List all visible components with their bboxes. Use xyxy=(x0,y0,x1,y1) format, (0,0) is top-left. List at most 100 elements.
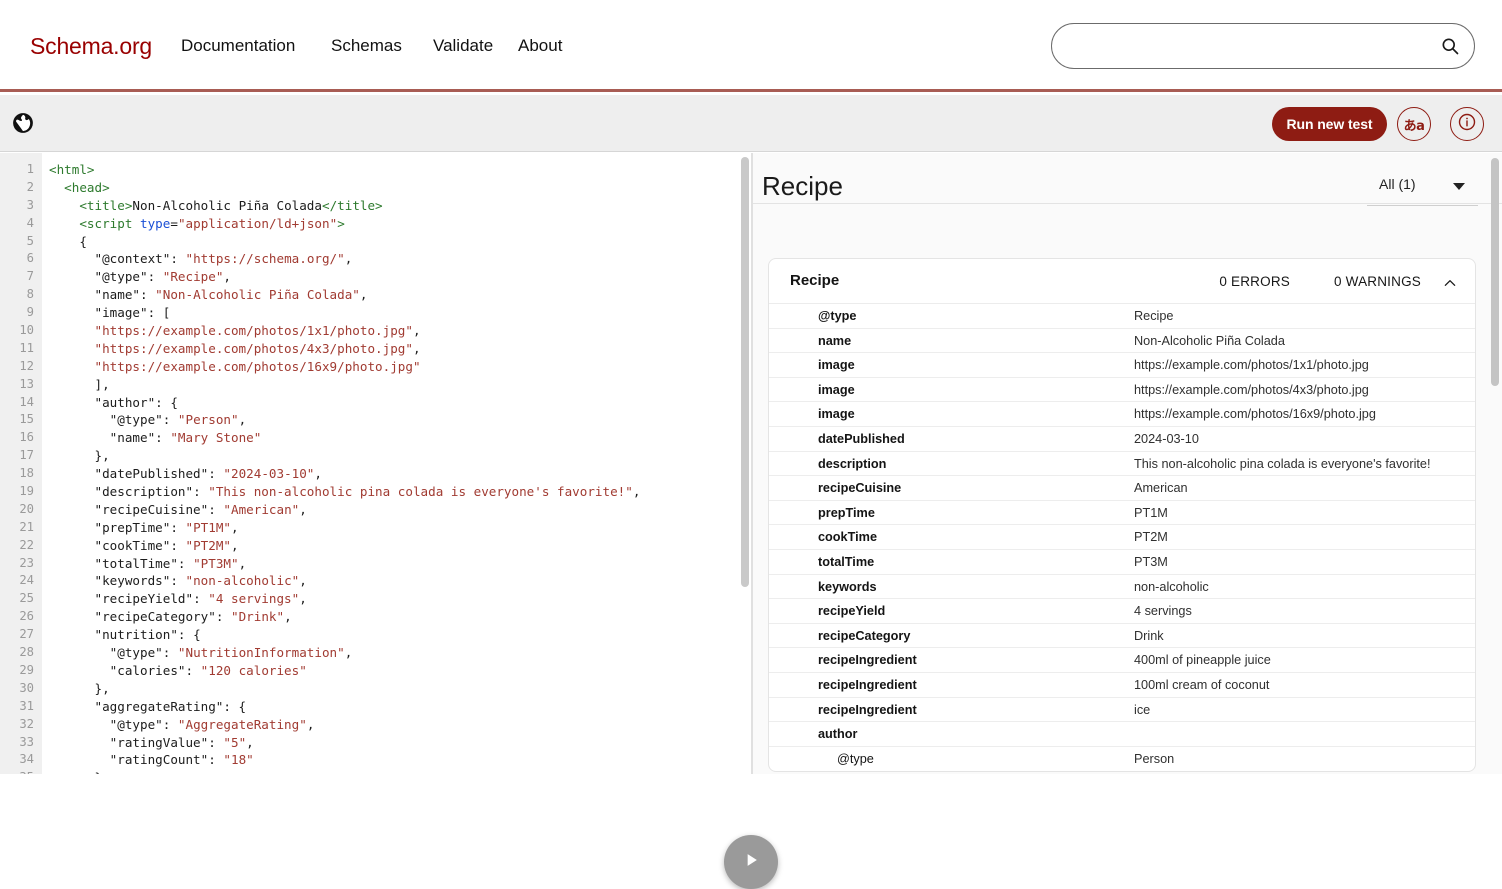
code-line-text[interactable]: "author": { xyxy=(49,394,177,412)
code-line-text[interactable]: <script type="application/ld+json"> xyxy=(49,215,344,233)
nav-link-validate[interactable]: Validate xyxy=(433,36,494,55)
property-value: Recipe xyxy=(1134,309,1174,323)
code-line: 35 } xyxy=(0,769,745,774)
property-value: https://example.com/photos/4x3/photo.jpg xyxy=(1134,382,1369,397)
results-filter-dropdown[interactable]: All (1) xyxy=(1367,173,1478,206)
code-line-text[interactable]: <title>Non-Alcoholic Piña Colada</title> xyxy=(49,197,383,215)
code-line-text[interactable]: "@type": "Recipe", xyxy=(49,268,231,286)
code-token: "2024-03-10" xyxy=(223,466,315,482)
code-line-text[interactable]: "prepTime": "PT1M", xyxy=(49,519,238,537)
code-token: "@type" xyxy=(49,269,148,285)
chevron-up-icon[interactable] xyxy=(1443,276,1457,290)
code-line-text[interactable]: "datePublished": "2024-03-10", xyxy=(49,465,322,483)
code-line: 5 { xyxy=(0,233,745,251)
code-line-text[interactable]: "image": [ xyxy=(49,304,170,322)
code-token: : xyxy=(170,519,186,535)
code-line-text[interactable]: "calories": "120 calories" xyxy=(49,662,307,680)
code-token: "recipeCuisine" xyxy=(49,501,209,517)
code-line-text[interactable]: "name": "Non-Alcoholic Piña Colada", xyxy=(49,286,367,304)
code-token: : { xyxy=(223,698,247,714)
main-split-view: 1 <html> 2 <head> 3 <title>Non-Alcoholic Pi… xyxy=(0,153,1502,889)
nav-link-schemas[interactable]: Schemas xyxy=(331,36,402,55)
line-number: 9 xyxy=(26,305,34,320)
validator-toolbar xyxy=(0,95,1502,152)
code-line-text[interactable]: "totalTime": "PT3M", xyxy=(49,555,246,573)
table-row: image https://example.com/photos/1x1/phot… xyxy=(769,353,1475,378)
code-line-text[interactable]: }, xyxy=(49,680,109,698)
code-token: </title> xyxy=(321,197,383,213)
code-line-text[interactable]: { xyxy=(49,233,87,251)
property-value: Non-Alcoholic Piña Colada xyxy=(1134,333,1285,348)
line-number: 27 xyxy=(19,627,34,642)
line-number: 25 xyxy=(19,591,34,606)
code-line-text[interactable]: }, xyxy=(49,447,109,465)
code-line-text[interactable]: } xyxy=(49,769,102,774)
code-line-text[interactable]: "https://example.com/photos/1x1/photo.jp… xyxy=(49,322,421,340)
line-number-gutter xyxy=(0,153,42,774)
code-line-text[interactable]: "https://example.com/photos/16x9/photo.j… xyxy=(49,358,421,376)
code-token: : xyxy=(140,287,156,303)
line-number: 31 xyxy=(19,698,34,713)
code-token: "nutrition" xyxy=(49,627,178,643)
nav-link-about[interactable]: About xyxy=(518,36,563,55)
code-line-text[interactable]: "ratingCount": "18" xyxy=(49,751,254,769)
code-token: : [ xyxy=(147,305,171,321)
table-row: recipeIngredient 400ml of pineapple juice xyxy=(769,648,1475,673)
code-token: "This non-alcoholic pina colada is every… xyxy=(208,484,633,500)
code-token: "non-alcoholic" xyxy=(185,573,300,589)
line-number: 30 xyxy=(19,680,34,695)
code-line: 3 <title>Non-Alcoholic Piña Colada</titl… xyxy=(0,197,745,215)
code-line-text[interactable]: <html> xyxy=(49,161,95,179)
code-token: "@context" xyxy=(49,251,171,267)
info-button[interactable] xyxy=(1450,107,1484,141)
code-line: 7 "@type": "Recipe", xyxy=(0,268,745,286)
result-card-header[interactable]: Recipe 0 ERRORS 0 WARNINGS xyxy=(769,259,1475,304)
table-row: recipeCuisine American xyxy=(769,476,1475,501)
run-new-test-button[interactable]: Run new test xyxy=(1272,107,1387,141)
code-line: 21 "prepTime": "PT1M", xyxy=(0,519,745,537)
code-line-text[interactable]: "keywords": "non-alcoholic", xyxy=(49,572,306,590)
site-logo-schema-org[interactable]: Schema.org xyxy=(30,33,153,59)
run-validation-play-button[interactable] xyxy=(724,835,778,889)
search-icon[interactable] xyxy=(1440,36,1460,56)
code-token: "Recipe" xyxy=(162,269,224,285)
nav-link-documentation[interactable]: Documentation xyxy=(181,36,296,55)
results-pane-scrollbar[interactable] xyxy=(1491,158,1499,386)
errors-count-badge: 0 ERRORS xyxy=(1219,274,1290,289)
table-row: description This non-alcoholic pina colad… xyxy=(769,452,1475,477)
code-editor-pane[interactable]: 1 <html> 2 <head> 3 <title>Non-Alcoholic Pi… xyxy=(0,153,751,774)
code-line-text[interactable]: "cookTime": "PT2M", xyxy=(49,537,238,555)
code-token: , xyxy=(238,555,247,571)
code-line-text[interactable]: "description": "This non-alcoholic pina … xyxy=(49,483,640,501)
code-line-text[interactable]: "@type": "Person", xyxy=(49,411,247,429)
search-input[interactable] xyxy=(1070,24,1440,68)
globe-icon[interactable] xyxy=(12,112,34,134)
code-line-text[interactable]: "ratingValue": "5", xyxy=(49,734,254,752)
code-line-text[interactable]: "nutrition": { xyxy=(49,626,200,644)
property-name: @type xyxy=(818,309,857,323)
property-name: recipeIngredient xyxy=(818,653,917,668)
pane-splitter[interactable] xyxy=(751,153,753,774)
code-line: 32 "@type": "AggregateRating", xyxy=(0,716,745,734)
code-content[interactable]: 1 <html> 2 <head> 3 <title>Non-Alcoholic Pi… xyxy=(0,161,745,774)
code-line-text[interactable]: "@type": "AggregateRating", xyxy=(49,716,315,734)
code-token: } xyxy=(49,770,102,774)
code-line-text[interactable]: "recipeYield": "4 servings", xyxy=(49,590,306,608)
code-token: "ratingCount" xyxy=(49,752,209,768)
code-line-text[interactable]: <head> xyxy=(49,179,110,197)
line-number: 26 xyxy=(19,609,34,624)
code-token: "https://example.com/photos/1x1/photo.jp… xyxy=(94,323,413,339)
code-line-text[interactable]: "@type": "NutritionInformation", xyxy=(49,644,353,662)
code-line-text[interactable]: "name": "Mary Stone" xyxy=(49,429,262,447)
code-line: 26 "recipeCategory": "Drink", xyxy=(0,608,745,626)
code-line-text[interactable]: "https://example.com/photos/4x3/photo.jp… xyxy=(49,340,421,358)
search-box[interactable] xyxy=(1051,23,1475,69)
language-toggle-button[interactable]: あa xyxy=(1397,107,1431,141)
code-line-text[interactable]: "recipeCuisine": "American", xyxy=(49,501,306,519)
code-line-text[interactable]: ], xyxy=(49,376,109,394)
code-editor-scrollbar[interactable] xyxy=(741,157,749,587)
code-line-text[interactable]: "recipeCategory": "Drink", xyxy=(49,608,291,626)
code-line-text[interactable]: "aggregateRating": { xyxy=(49,698,246,716)
code-token: "cookTime" xyxy=(49,537,171,553)
code-line-text[interactable]: "@context": "https://schema.org/", xyxy=(49,250,352,268)
